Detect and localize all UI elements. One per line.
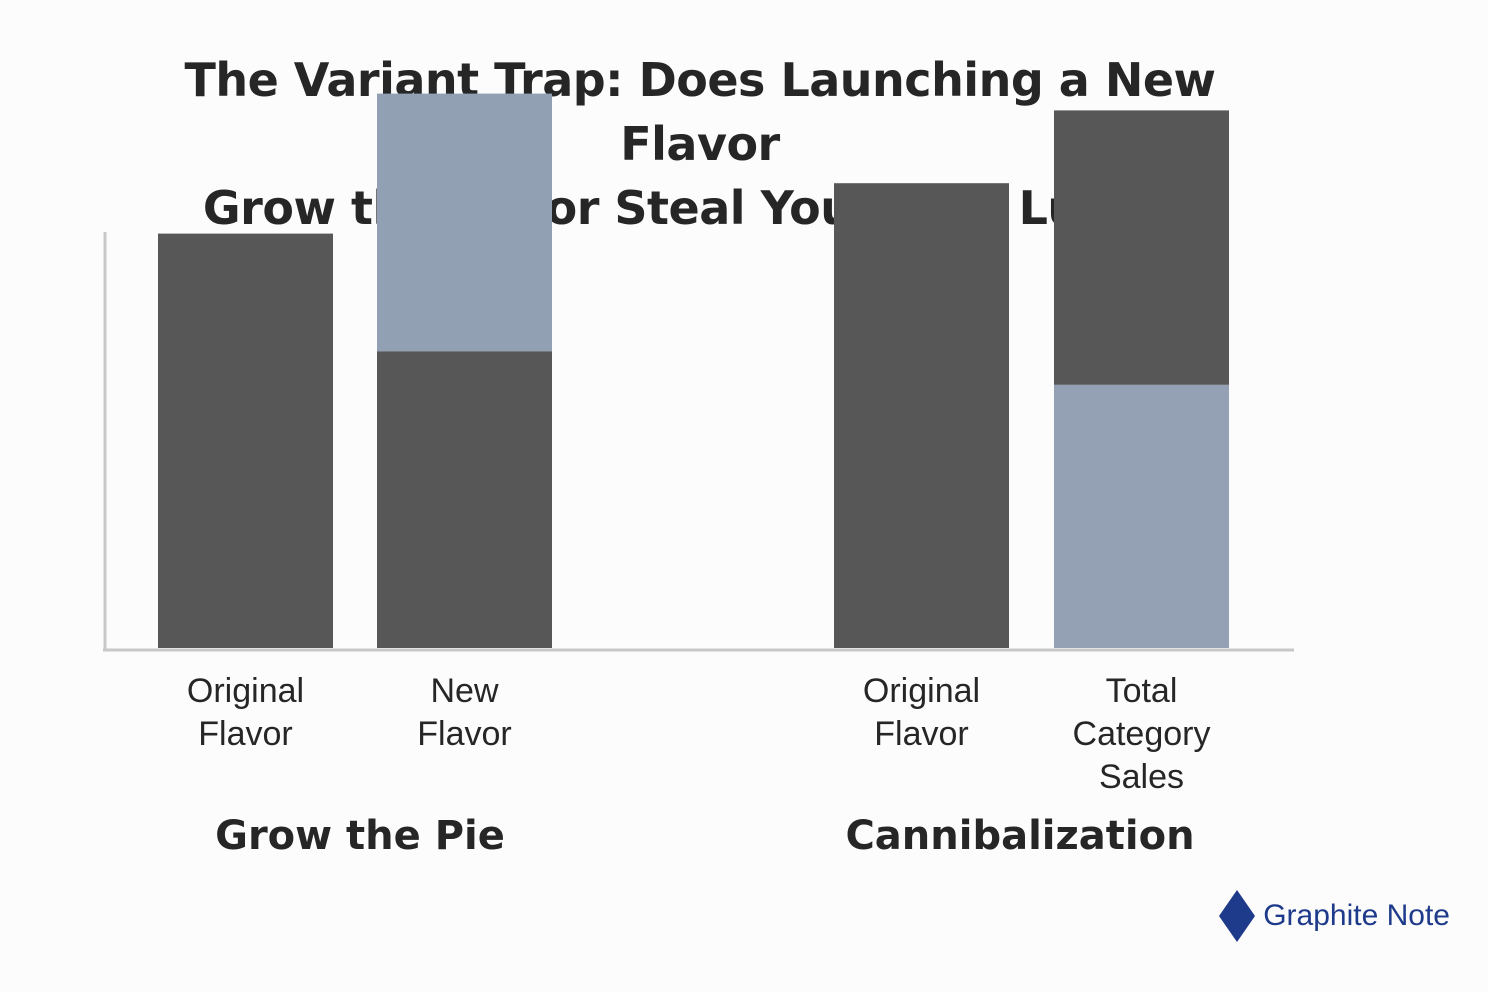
brand-logo: Graphite Note <box>1219 890 1450 942</box>
bar-segment-g0-b0-s0 <box>158 233 333 648</box>
group-label-0: Grow the Pie <box>215 813 505 859</box>
bar-segment-g0-b1-s0 <box>377 351 552 648</box>
category-label-g1-b1-line2: Sales <box>1099 758 1184 796</box>
bar-segment-g1-b1-s0 <box>1054 384 1229 648</box>
category-label-g0-b0-line0: Original <box>187 672 304 710</box>
labels-layer: Original Flavor New Flavor Grow the Pie Origi… <box>187 672 1211 859</box>
group-label-1: Cannibalization <box>845 813 1194 859</box>
category-label-g0-b0-line1: Flavor <box>198 715 292 753</box>
chart-title: The Variant Trap: Does Launching a New F… <box>100 48 1300 240</box>
category-label-g1-b1-line1: Category <box>1073 715 1211 753</box>
category-label-g1-b0-line0: Original <box>863 672 980 710</box>
category-label-g1-b0-line1: Flavor <box>874 715 968 753</box>
category-label-g0-b1-line1: Flavor <box>417 715 511 753</box>
bar-segment-g1-b0-s0 <box>834 183 1009 648</box>
brand-name: Graphite Note <box>1263 899 1450 932</box>
bars-layer <box>158 93 1229 648</box>
bar-segment-g1-b1-s1 <box>1054 110 1229 385</box>
category-label-g1-b1-line0: Total <box>1106 672 1178 710</box>
category-label-g0-b1-line0: New <box>430 672 498 710</box>
diamond-logo-icon <box>1219 890 1256 942</box>
chart-title-line-2: Grow the Pie or Steal Your Own Lunch? <box>202 181 1198 235</box>
chart-title-line-1: The Variant Trap: Does Launching a New F… <box>184 53 1216 171</box>
bar-segment-g0-b1-s1 <box>377 93 552 352</box>
